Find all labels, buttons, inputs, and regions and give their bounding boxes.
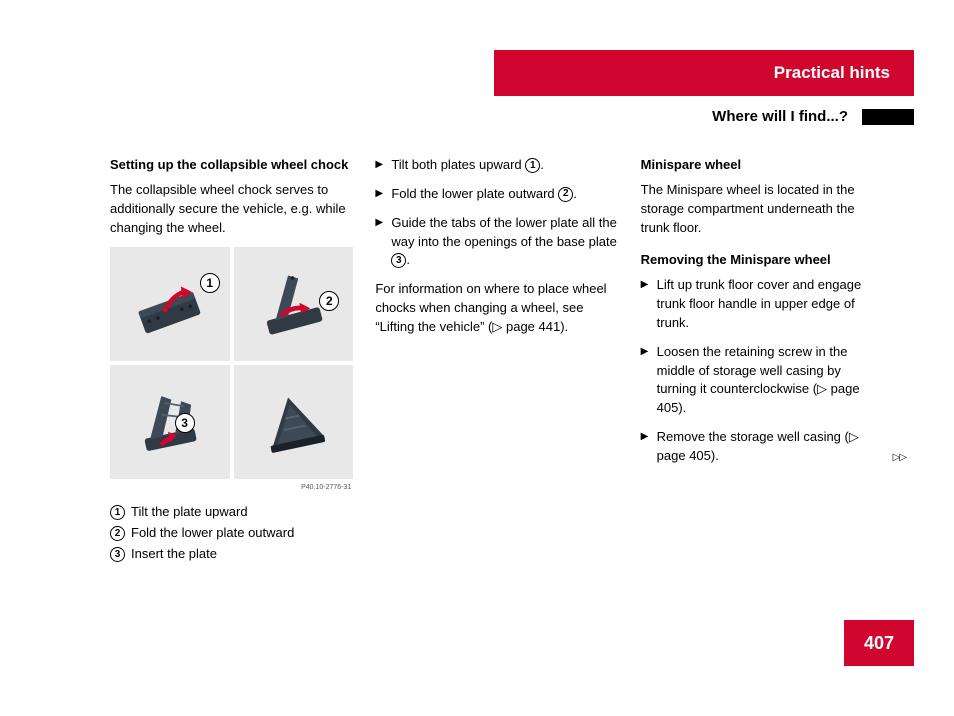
inline-num-1: 1 bbox=[525, 158, 540, 173]
col3-steps: Lift up trunk floor cover and engage tru… bbox=[641, 276, 884, 466]
col3-para1: The Minispare wheel is located in the st… bbox=[641, 181, 884, 238]
column-1: Setting up the collapsible wheel chock T… bbox=[110, 156, 353, 596]
legend-num-1: 1 bbox=[110, 505, 125, 520]
inline-num-3: 3 bbox=[391, 253, 406, 268]
chock-image-grid: 1 2 bbox=[110, 247, 353, 479]
col2-steps: Tilt both plates upward 1. Fold the lowe… bbox=[375, 156, 618, 270]
section-title: Where will I find...? bbox=[712, 108, 848, 125]
col2-step-2: Fold the lower plate outward 2. bbox=[375, 185, 618, 204]
col3-step-3-text: Remove the storage well casing (▷ page 4… bbox=[657, 429, 859, 463]
legend-1: 1 Tilt the plate upward bbox=[110, 503, 353, 522]
legend-text-2: Fold the lower plate outward bbox=[131, 524, 294, 543]
chock-image-3: 3 bbox=[110, 365, 230, 479]
col3-step-3: Remove the storage well casing (▷ page 4… bbox=[641, 428, 884, 466]
content-columns: Setting up the collapsible wheel chock T… bbox=[110, 156, 884, 596]
col1-title: Setting up the collapsible wheel chock bbox=[110, 156, 353, 175]
col3-title1: Minispare wheel bbox=[641, 156, 884, 175]
chapter-title: Practical hints bbox=[774, 63, 890, 83]
column-3: Minispare wheel The Minispare wheel is l… bbox=[641, 156, 884, 596]
tab-marker bbox=[862, 109, 914, 125]
chock-image-1: 1 bbox=[110, 247, 230, 361]
legend-3: 3 Insert the plate bbox=[110, 545, 353, 564]
col2-step-1b: . bbox=[540, 157, 544, 172]
col2-step-2b: . bbox=[573, 186, 577, 201]
col3-step-2: Loosen the retaining screw in the middle… bbox=[641, 343, 884, 418]
section-header: Where will I find...? bbox=[494, 108, 914, 125]
col2-step-3a: Guide the tabs of the lower plate all th… bbox=[391, 215, 617, 249]
legend-num-3: 3 bbox=[110, 547, 125, 562]
col2-step-3b: . bbox=[406, 252, 410, 267]
col3-step-1: Lift up trunk floor cover and engage tru… bbox=[641, 276, 884, 333]
image-marker-3: 3 bbox=[175, 413, 195, 433]
legend-text-3: Insert the plate bbox=[131, 545, 217, 564]
image-marker-1: 1 bbox=[200, 273, 220, 293]
legend-text-1: Tilt the plate upward bbox=[131, 503, 248, 522]
chock-image-2: 2 bbox=[234, 247, 354, 361]
legend-num-2: 2 bbox=[110, 526, 125, 541]
col2-step-2a: Fold the lower plate outward bbox=[391, 186, 558, 201]
legend-2: 2 Fold the lower plate outward bbox=[110, 524, 353, 543]
page-number: 407 bbox=[864, 633, 894, 654]
page-number-box: 407 bbox=[844, 620, 914, 666]
col2-step-1a: Tilt both plates upward bbox=[391, 157, 525, 172]
continued-icon: ▷▷ bbox=[893, 451, 906, 466]
col3-title2: Removing the Minispare wheel bbox=[641, 251, 884, 270]
col2-step-3: Guide the tabs of the lower plate all th… bbox=[375, 214, 618, 271]
column-2: Tilt both plates upward 1. Fold the lowe… bbox=[375, 156, 618, 596]
col2-step-1: Tilt both plates upward 1. bbox=[375, 156, 618, 175]
inline-num-2: 2 bbox=[558, 187, 573, 202]
col1-intro: The collapsible wheel chock serves to ad… bbox=[110, 181, 353, 238]
chapter-header: Practical hints bbox=[494, 50, 914, 96]
image-caption: P40.10-2776-31 bbox=[110, 483, 353, 493]
col2-para: For information on where to place wheel … bbox=[375, 280, 618, 337]
chock-image-4 bbox=[234, 365, 354, 479]
